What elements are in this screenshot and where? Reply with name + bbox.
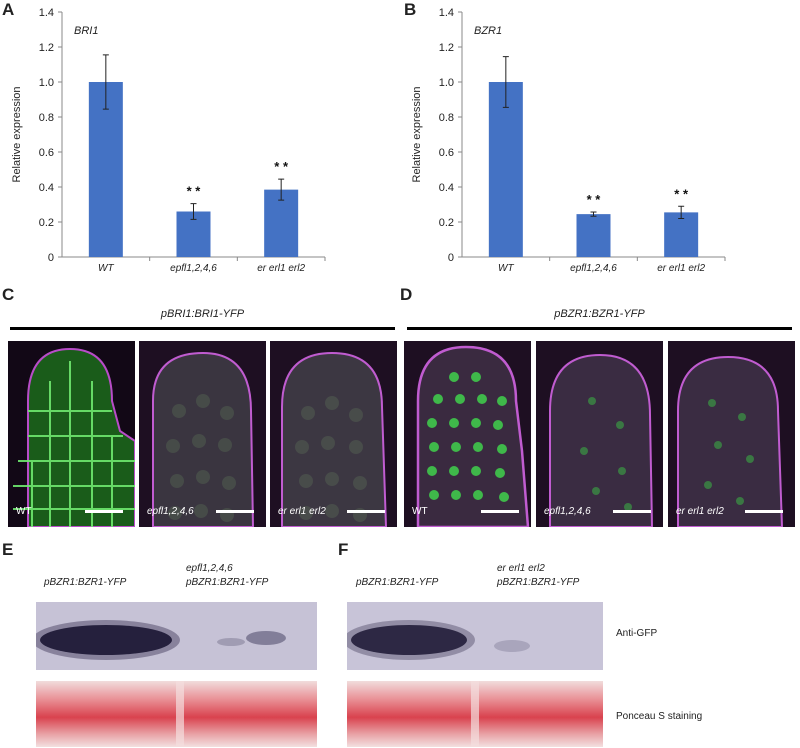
panel-label-d: D bbox=[400, 285, 413, 304]
micrograph-label: WT bbox=[412, 506, 428, 517]
c-header-rule bbox=[10, 327, 395, 330]
bar-chart-bzr1: 0 0.2 0.4 0.6 0.8 1.0 1.2 1.4 Relative expressio… bbox=[411, 7, 726, 274]
y-tick-label: 0.6 bbox=[39, 147, 54, 159]
bar bbox=[576, 214, 611, 257]
micrograph-label: er erl1 erl2 bbox=[676, 506, 724, 517]
y-tick-label: 0.4 bbox=[439, 182, 454, 194]
x-tick-label: WT bbox=[498, 263, 514, 274]
y-tick-label: 1.0 bbox=[39, 77, 54, 89]
micrograph-label: epfl1,2,4,6 bbox=[147, 506, 194, 517]
y-tick-label: 1.4 bbox=[439, 7, 454, 19]
micrograph-d-wt: WT bbox=[404, 341, 531, 527]
panel-label-b: B bbox=[404, 0, 417, 19]
y-tick-label: 0.8 bbox=[39, 112, 54, 124]
scale-bar bbox=[216, 510, 254, 513]
significance-marker: * * bbox=[674, 186, 689, 201]
bar bbox=[264, 189, 299, 257]
scale-bar bbox=[481, 510, 519, 513]
y-tick-label: 0 bbox=[48, 252, 54, 264]
d-construct-label: pBZR1:BZR1-YFP bbox=[554, 308, 645, 320]
x-tick-label: er erl1 erl2 bbox=[257, 263, 305, 274]
f-lane2-genotype: er erl1 erl2 bbox=[497, 563, 545, 574]
significance-marker: * * bbox=[274, 159, 289, 174]
ponceau-label: Ponceau S staining bbox=[616, 711, 703, 722]
f-lane2-construct: pBZR1:BZR1-YFP bbox=[497, 577, 580, 588]
y-tick-label: 0.8 bbox=[439, 112, 454, 124]
micrograph-d-epfl: epfl1,2,4,6 bbox=[536, 341, 663, 527]
y-tick-label: 0.2 bbox=[39, 217, 54, 229]
micrograph-label: er erl1 erl2 bbox=[278, 506, 326, 517]
anti-gfp-label: Anti-GFP bbox=[616, 628, 658, 639]
y-tick-label: 0.4 bbox=[39, 182, 54, 194]
bar bbox=[664, 212, 699, 257]
e-ponceau-stain bbox=[36, 681, 317, 747]
y-tick-label: 0.2 bbox=[439, 217, 454, 229]
e-western-blot bbox=[36, 602, 317, 670]
y-tick-label: 1.0 bbox=[439, 77, 454, 89]
scale-bar bbox=[85, 510, 123, 513]
y-tick-label: 0.6 bbox=[439, 147, 454, 159]
f-lane1-label: pBZR1:BZR1-YFP bbox=[356, 577, 439, 588]
panel-label-f: F bbox=[338, 540, 349, 559]
micrograph-c-wt: WT bbox=[8, 341, 135, 527]
x-tick-label: er erl1 erl2 bbox=[657, 263, 705, 274]
f-ponceau-stain bbox=[347, 681, 603, 747]
x-tick-label: epfl1,2,4,6 bbox=[570, 263, 617, 274]
scale-bar bbox=[347, 510, 385, 513]
bar bbox=[88, 82, 123, 257]
f-western-blot bbox=[347, 602, 603, 670]
y-tick-label: 1.4 bbox=[39, 7, 54, 19]
significance-marker: * * bbox=[187, 184, 202, 199]
panel-label-c: C bbox=[2, 285, 15, 304]
micrograph-label: WT bbox=[16, 506, 32, 517]
significance-marker: * * bbox=[587, 192, 602, 207]
panel-label-e: E bbox=[2, 540, 14, 559]
x-tick-label: WT bbox=[98, 263, 114, 274]
y-axis-label: Relative expression bbox=[11, 87, 23, 183]
bar-chart-bri1: 0 0.2 0.4 0.6 0.8 1.0 1.2 1.4 Relative expressio… bbox=[11, 7, 326, 274]
scale-bar bbox=[613, 510, 651, 513]
micrograph-c-er: er erl1 erl2 bbox=[270, 341, 397, 527]
y-tick-label: 1.2 bbox=[39, 42, 54, 54]
e-lane2-construct: pBZR1:BZR1-YFP bbox=[186, 577, 269, 588]
c-construct-label: pBRI1:BRI1-YFP bbox=[160, 308, 245, 320]
bar bbox=[488, 82, 523, 257]
y-axis-label: Relative expression bbox=[411, 87, 423, 183]
chart-title: BZR1 bbox=[474, 25, 502, 37]
micrograph-c-epfl: epfl1,2,4,6 bbox=[139, 341, 266, 527]
e-lane2-genotype: epfl1,2,4,6 bbox=[186, 563, 233, 574]
e-lane1-label: pBZR1:BZR1-YFP bbox=[44, 577, 127, 588]
micrograph-label: epfl1,2,4,6 bbox=[544, 506, 591, 517]
chart-title: BRI1 bbox=[74, 25, 98, 37]
y-tick-label: 0 bbox=[448, 252, 454, 264]
d-header-rule bbox=[407, 327, 792, 330]
y-tick-label: 1.2 bbox=[439, 42, 454, 54]
panel-label-a: A bbox=[2, 0, 15, 19]
scale-bar bbox=[745, 510, 783, 513]
x-tick-label: epfl1,2,4,6 bbox=[170, 263, 217, 274]
micrograph-d-er: er erl1 erl2 bbox=[668, 341, 795, 527]
